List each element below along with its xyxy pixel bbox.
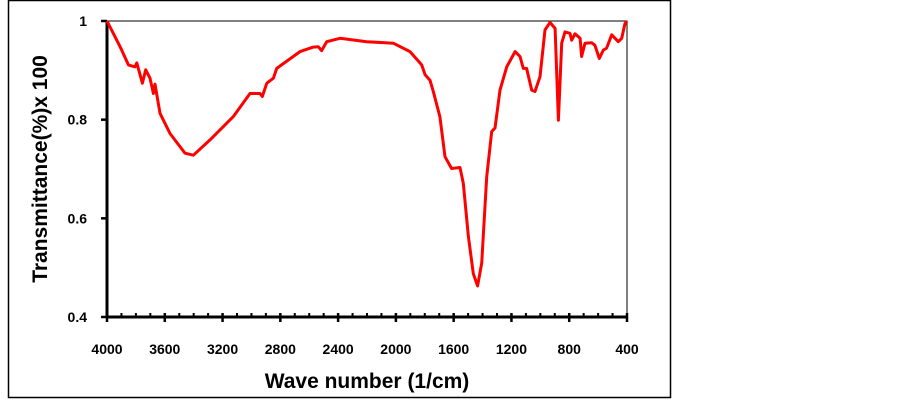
- y-tick-label: 0.8: [68, 112, 88, 128]
- y-tick-labels: 1 0.8 0.6 0.4: [68, 13, 88, 325]
- x-tick-label: 2800: [265, 341, 296, 357]
- series-line-ftir-spectrum: [105, 20, 629, 288]
- x-tick-label: 1200: [496, 341, 527, 357]
- y-tick-label: 0.4: [68, 309, 88, 325]
- x-tick-label: 1600: [438, 341, 469, 357]
- y-tick-label: 0.6: [68, 210, 88, 226]
- y-axis-title: Transmittance(%)x 100: [29, 55, 52, 283]
- x-tick-label: 3200: [207, 341, 238, 357]
- x-tick-label: 2400: [323, 341, 354, 357]
- x-tick-label: 3600: [149, 341, 180, 357]
- x-tick-label: 800: [558, 341, 582, 357]
- y-tick-label: 1: [79, 13, 87, 29]
- x-axis-title: Wave number (1/cm): [265, 370, 470, 393]
- x-tick-label: 4000: [91, 341, 122, 357]
- x-tick-label: 400: [615, 341, 639, 357]
- x-tick-labels: 4000 3600 3200 2800 2400 2000 1600 1200 800 400: [91, 341, 638, 357]
- x-tick-label: 2000: [380, 341, 411, 357]
